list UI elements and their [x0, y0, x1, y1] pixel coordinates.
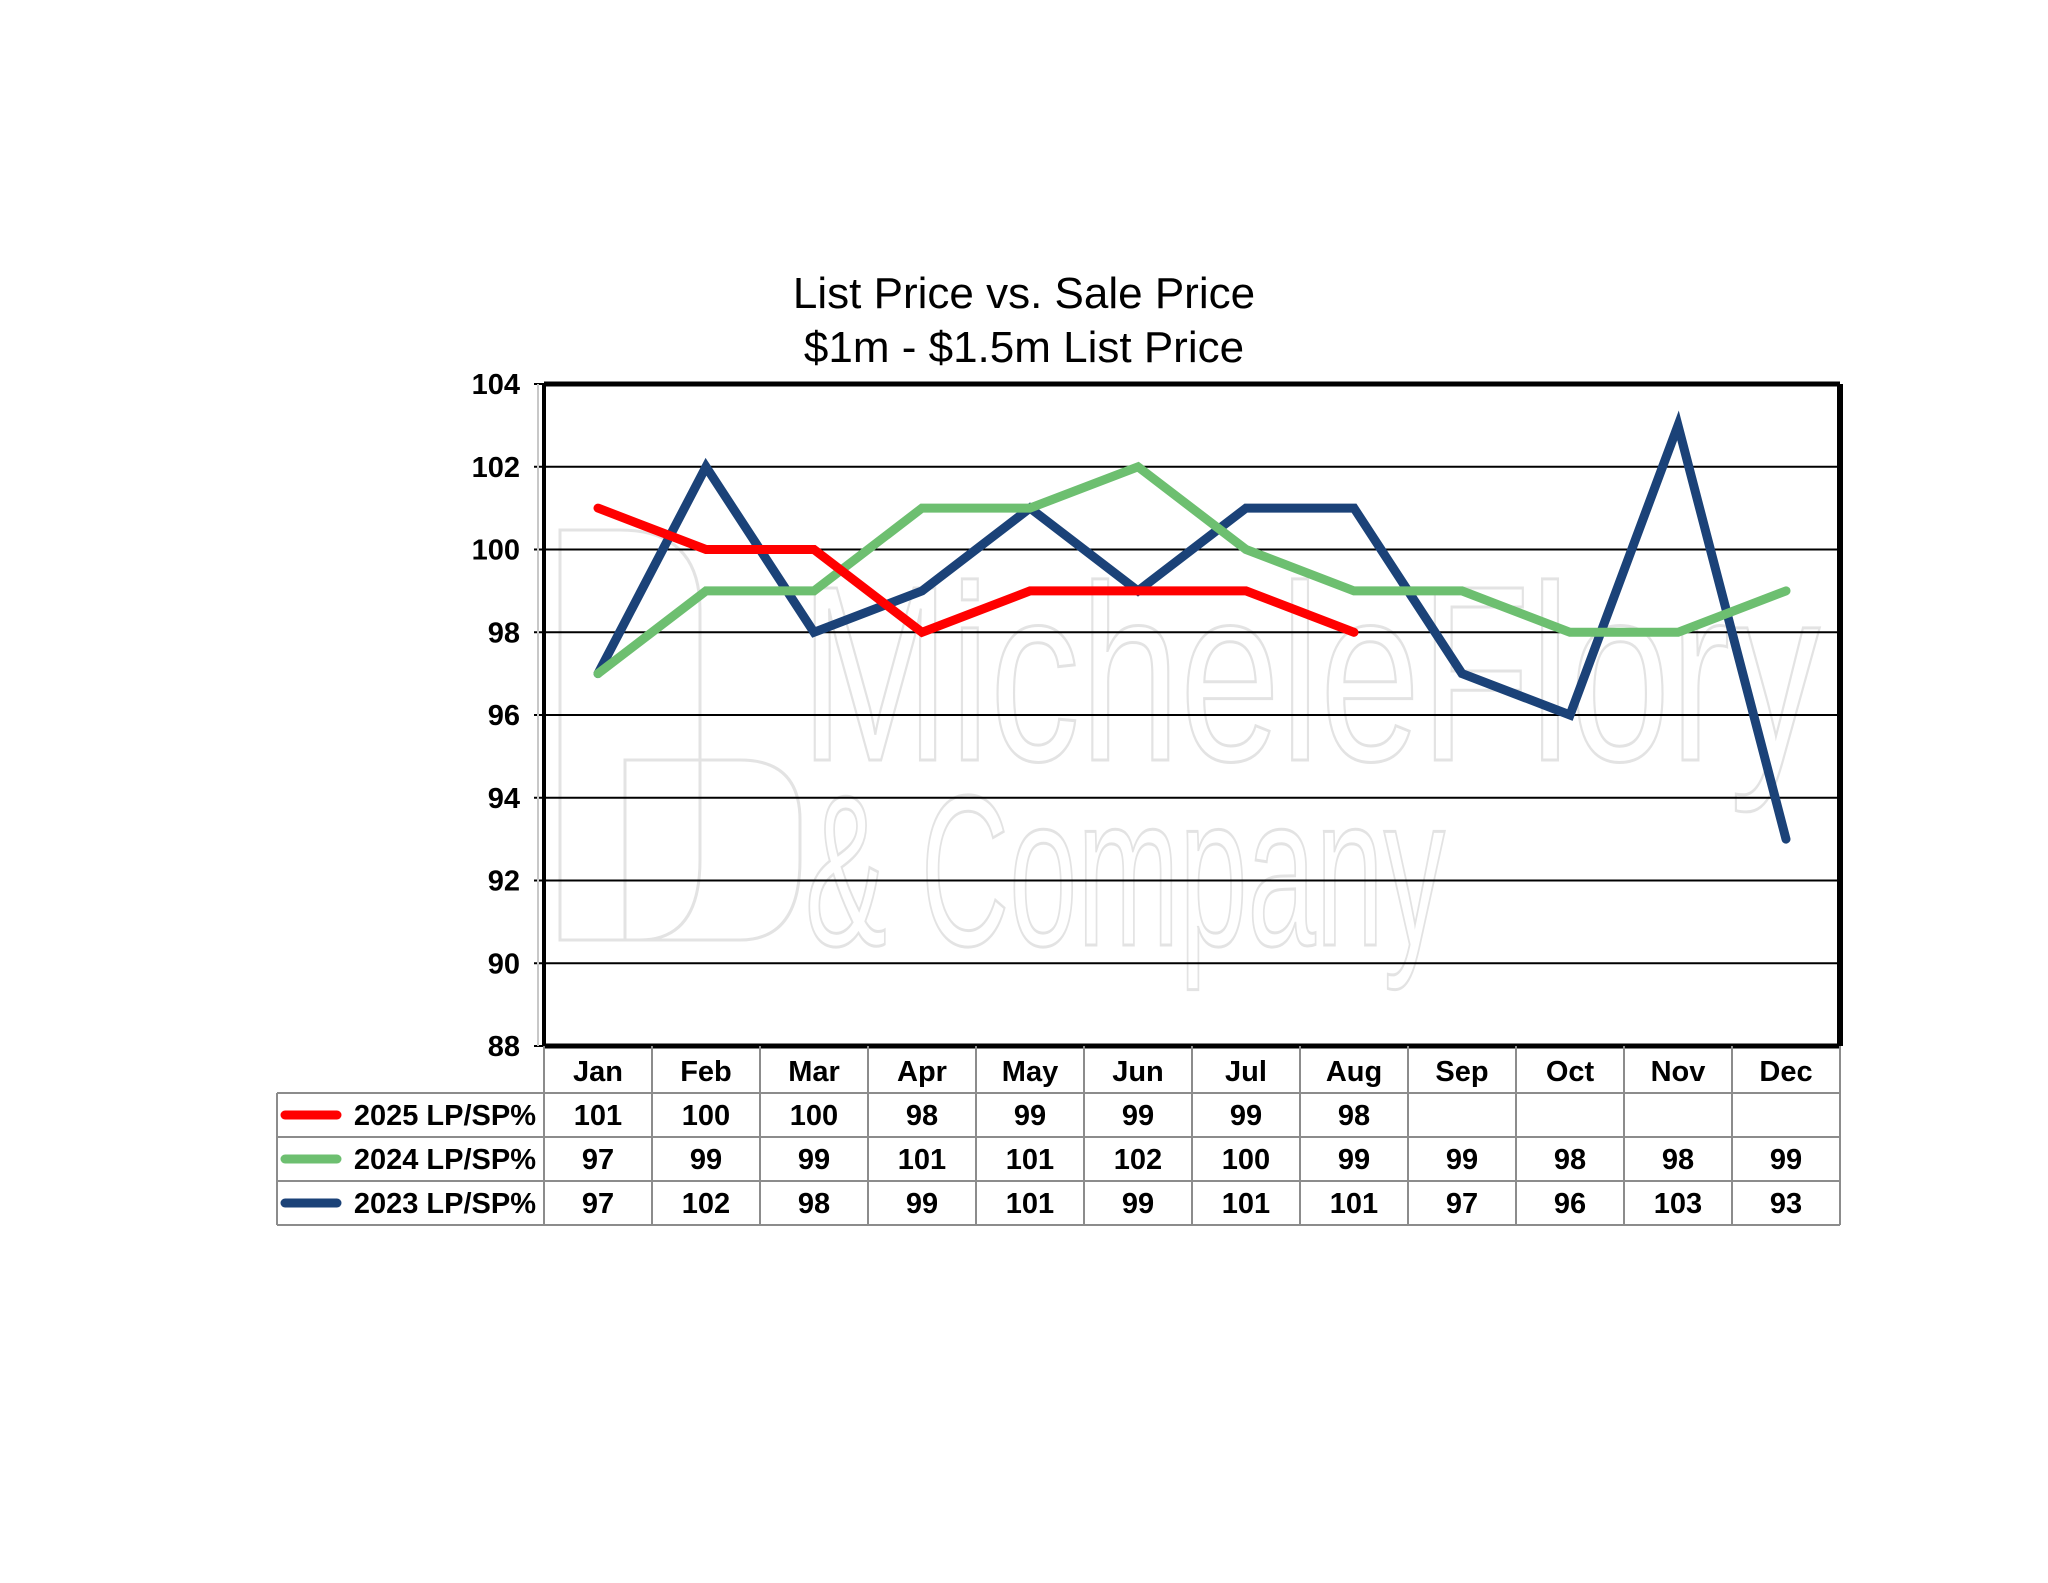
data-label-1-8: 99 — [1446, 1144, 1478, 1176]
x-tick-label-mar: Mar — [788, 1056, 840, 1088]
y-tick-label-92: 92 — [488, 866, 520, 898]
data-label-0-0: 101 — [574, 1100, 622, 1132]
series-lines — [593, 410, 1791, 844]
data-label-2-7: 101 — [1330, 1188, 1378, 1220]
data-label-1-5: 102 — [1114, 1144, 1162, 1176]
data-label-1-0: 97 — [582, 1144, 614, 1176]
legend-label-0: 2025 LP/SP% — [354, 1100, 536, 1132]
series-line-2 — [593, 410, 1791, 844]
data-label-0-1: 100 — [682, 1100, 730, 1132]
x-tick-label-jul: Jul — [1225, 1056, 1267, 1088]
legend-label-2: 2023 LP/SP% — [354, 1188, 536, 1220]
data-label-1-3: 101 — [898, 1144, 946, 1176]
y-tick-label-96: 96 — [488, 700, 520, 732]
data-label-2-9: 96 — [1554, 1188, 1586, 1220]
data-label-0-2: 100 — [790, 1100, 838, 1132]
data-label-2-5: 99 — [1122, 1188, 1154, 1220]
data-label-2-11: 93 — [1770, 1188, 1802, 1220]
data-label-2-1: 102 — [682, 1188, 730, 1220]
data-label-1-4: 101 — [1006, 1144, 1054, 1176]
chart-title: List Price vs. Sale Price — [793, 269, 1255, 318]
x-tick-label-sep: Sep — [1435, 1056, 1488, 1088]
data-label-0-5: 99 — [1122, 1100, 1154, 1132]
y-tick-label-104: 104 — [472, 369, 520, 401]
y-tick-label-102: 102 — [472, 452, 520, 484]
y-tick-label-98: 98 — [488, 617, 520, 649]
data-label-0-3: 98 — [906, 1100, 938, 1132]
x-tick-label-nov: Nov — [1651, 1056, 1706, 1088]
x-tick-label-apr: Apr — [897, 1056, 947, 1088]
x-tick-label-jan: Jan — [573, 1056, 623, 1088]
data-label-2-4: 101 — [1006, 1188, 1054, 1220]
data-label-1-11: 99 — [1770, 1144, 1802, 1176]
x-tick-label-may: May — [1002, 1056, 1058, 1088]
x-tick-label-jun: Jun — [1112, 1056, 1164, 1088]
data-label-2-10: 103 — [1654, 1188, 1702, 1220]
data-label-2-0: 97 — [582, 1188, 614, 1220]
series-line-1 — [593, 461, 1791, 679]
data-label-2-6: 101 — [1222, 1188, 1270, 1220]
data-label-1-6: 100 — [1222, 1144, 1270, 1176]
data-label-1-1: 99 — [690, 1144, 722, 1176]
chart-subtitle: $1m - $1.5m List Price — [804, 323, 1244, 372]
data-label-0-7: 98 — [1338, 1100, 1370, 1132]
x-tick-label-oct: Oct — [1546, 1056, 1595, 1088]
watermark-logo: MicheleFlory & Company — [558, 528, 1822, 993]
legend-label-1: 2024 LP/SP% — [354, 1144, 536, 1176]
x-tick-label-feb: Feb — [680, 1056, 732, 1088]
x-tick-label-aug: Aug — [1326, 1056, 1382, 1088]
data-label-2-2: 98 — [798, 1188, 830, 1220]
data-label-1-7: 99 — [1338, 1144, 1370, 1176]
data-label-1-10: 98 — [1662, 1144, 1694, 1176]
data-label-1-2: 99 — [798, 1144, 830, 1176]
data-label-2-3: 99 — [906, 1188, 938, 1220]
data-label-0-6: 99 — [1230, 1100, 1262, 1132]
watermark-emblem — [558, 528, 802, 942]
y-axis-ticks: 88 90 92 94 96 98 100 102 104 — [472, 369, 544, 1063]
x-tick-label-dec: Dec — [1759, 1056, 1812, 1088]
y-tick-label-88: 88 — [488, 1031, 520, 1063]
watermark-line-1: MicheleFlory — [800, 534, 1820, 813]
data-label-2-8: 97 — [1446, 1188, 1478, 1220]
data-label-0-4: 99 — [1014, 1100, 1046, 1132]
y-tick-label-100: 100 — [472, 535, 520, 567]
data-label-1-9: 98 — [1554, 1144, 1586, 1176]
y-tick-label-94: 94 — [488, 783, 520, 815]
series-line-0 — [593, 503, 1359, 638]
data-table: Jan Feb Mar Apr May Jun Jul Aug Sep Oct Nov Dec 2025… — [276, 1046, 1841, 1226]
watermark-line-2: & Company — [805, 750, 1445, 991]
y-tick-label-90: 90 — [488, 948, 520, 980]
